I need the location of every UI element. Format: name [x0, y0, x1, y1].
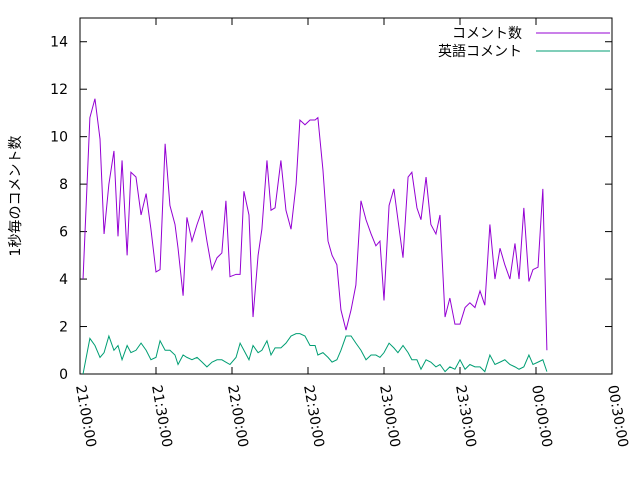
x-tick-label: 22:30:00	[300, 384, 327, 449]
x-tick-label: 21:00:00	[72, 384, 99, 449]
y-tick-label: 8	[59, 177, 68, 193]
legend-label: コメント数	[452, 26, 522, 42]
y-tick-label: 6	[59, 225, 68, 241]
y-tick-label: 12	[50, 82, 68, 98]
x-tick-label: 23:00:00	[376, 384, 403, 449]
x-tick-label: 21:30:00	[148, 384, 175, 449]
plot-border	[79, 17, 613, 375]
data-line	[82, 333, 548, 375]
x-tick-label: 23:30:00	[452, 384, 479, 449]
x-tick-label: 00:00:00	[528, 384, 555, 449]
y-tick-label: 4	[59, 272, 68, 288]
y-axis-label: 1秒毎のコメント数	[8, 136, 24, 257]
x-tick-label: 22:00:00	[224, 384, 251, 449]
y-tick-label: 2	[59, 320, 68, 336]
y-tick-label: 10	[50, 130, 68, 146]
y-tick-label: 14	[50, 35, 68, 51]
data-line	[82, 98, 548, 351]
x-tick-label: 00:30:00	[604, 384, 631, 449]
y-tick-label: 0	[59, 367, 68, 383]
legend-label: 英語コメント	[438, 43, 522, 60]
